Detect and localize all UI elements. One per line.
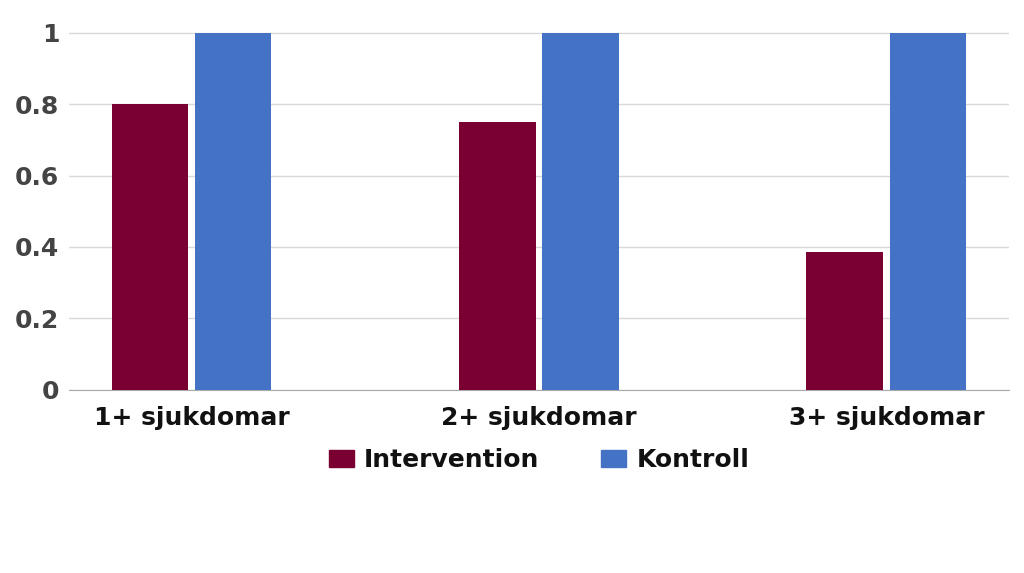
Bar (543, 33, 618, 390)
Bar (459, 122, 536, 390)
Bar (112, 104, 188, 390)
Bar (890, 33, 967, 390)
Legend: Intervention, Kontroll: Intervention, Kontroll (318, 438, 760, 482)
Bar (196, 33, 271, 390)
Bar (807, 252, 883, 390)
